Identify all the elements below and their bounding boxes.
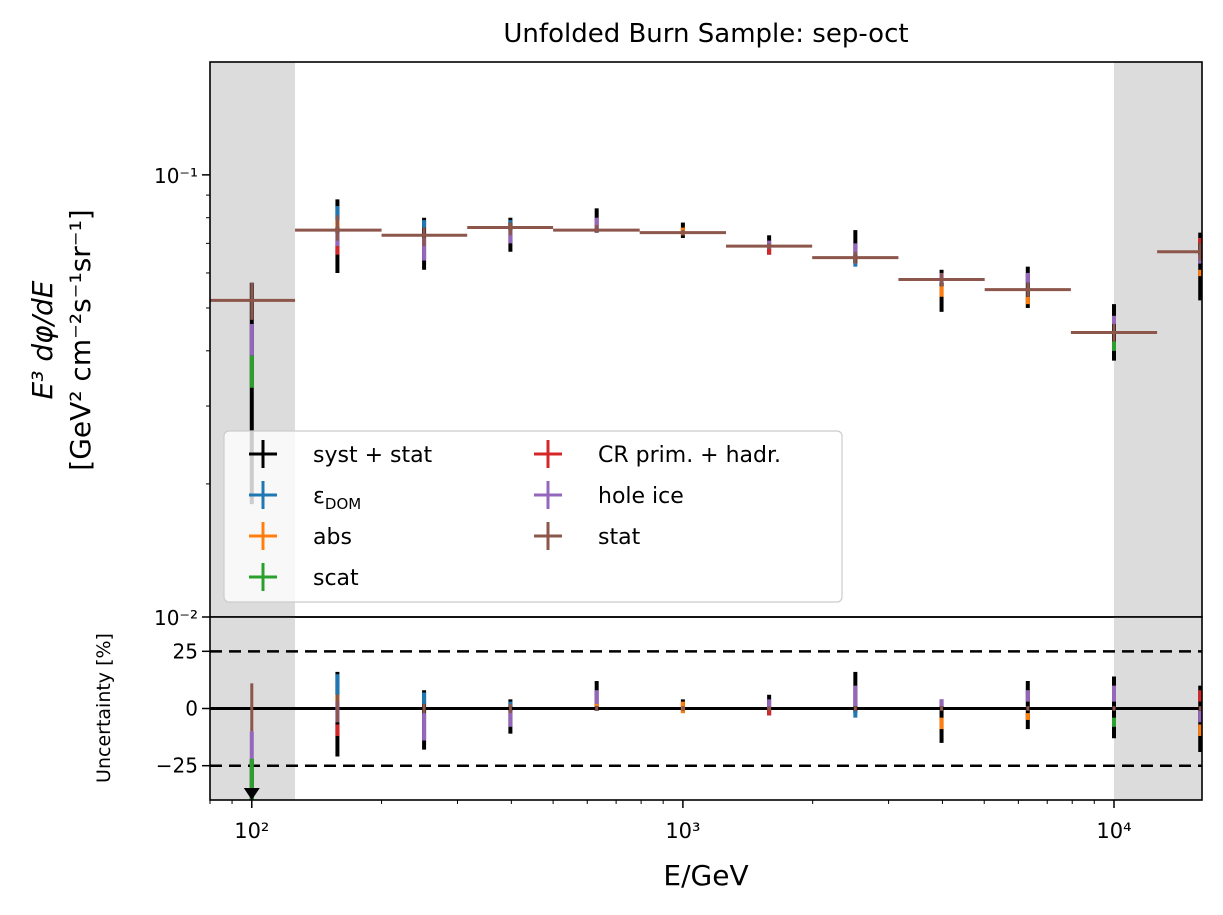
y-axis-label-top-line1: E³ dφ/dE (26, 280, 59, 399)
legend-label: syst + stat (313, 443, 433, 468)
shaded-region-top (1114, 62, 1202, 617)
y-axis-label-top-line2: [GeV² cm⁻²s⁻¹sr⁻¹] (64, 209, 97, 470)
uncertainty-panel: 25 0 −25 10² 10³ 10⁴ (156, 616, 1203, 843)
x-axis-label: E/GeV (663, 859, 748, 892)
legend-entry: hole ice (534, 481, 684, 509)
y-tick-label: 10⁻¹ (154, 164, 198, 188)
legend-entry: CR prim. + hadr. (534, 440, 781, 468)
y-tick-label: 10⁻² (154, 606, 198, 630)
legend-label: stat (598, 525, 641, 550)
legend-label: scat (313, 566, 359, 591)
y-axis-label-bottom: Uncertainty [%] (93, 633, 115, 783)
uncertainty-y-tick-label: 0 (185, 697, 198, 721)
uncertainty-y-tick-label: −25 (156, 754, 198, 778)
chart-title: Unfolded Burn Sample: sep-oct (503, 19, 908, 49)
arrow-down-marker (243, 788, 260, 800)
legend-entry: stat (534, 522, 641, 550)
x-tick-label: 10⁴ (1096, 819, 1131, 843)
legend-entry: scat (249, 563, 359, 591)
uncertainty-y-tick-label: 25 (173, 639, 198, 663)
x-tick-label: 10³ (665, 819, 700, 843)
legend-label: abs (313, 525, 352, 550)
legend-entry: syst + stat (249, 440, 433, 468)
legend-box (223, 430, 843, 603)
legend-label: hole ice (598, 484, 684, 509)
legend-label-subscript: DOM (325, 495, 361, 513)
legend-entry: abs (249, 522, 352, 550)
legend-label: CR prim. + hadr. (598, 443, 781, 468)
x-tick-label: 10² (234, 819, 269, 843)
